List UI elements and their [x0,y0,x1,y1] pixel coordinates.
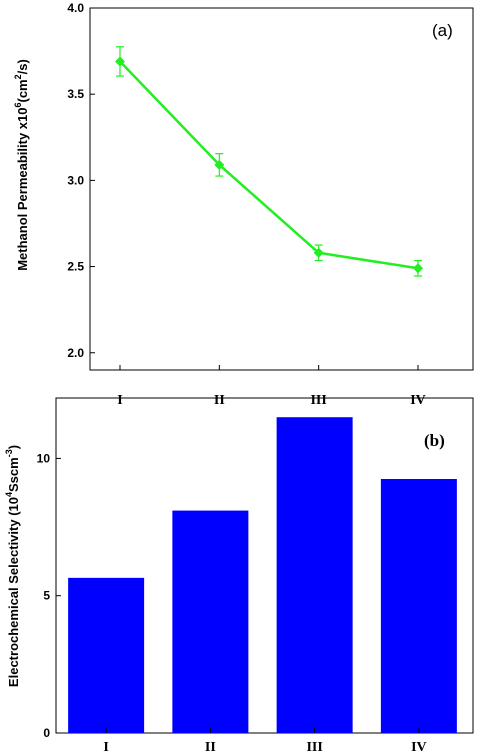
chart-a-y-tick-label: 2.5 [67,260,84,274]
chart-a-series-line [119,60,419,270]
chart-a-y-tick-label: 3.0 [67,173,84,187]
chart-b-y-tick-label: 5 [43,589,50,603]
chart-a-x-tick-label: II [214,393,225,408]
chart-a-point [115,56,125,67]
chart-b-bar [380,479,457,733]
chart-b-y-tick-label: 10 [37,451,51,465]
chart-b-panel-label: (b) [424,431,445,450]
chart-b-frame [55,397,474,734]
chart-a-x-tick-label: III [310,393,326,408]
chart-b-x-tick-label: II [205,740,216,755]
chart-b-bar [68,577,145,733]
chart-b-bar [172,510,249,733]
chart-b-x-tick-label: I [103,740,108,755]
chart-a-y-ticks: 2.0 2.5 3.0 3.5 4.0 [67,1,95,360]
chart-a-y-axis-label: Methanol Permeability x106(cm2/s) [13,59,30,271]
chart-a-point [214,159,225,170]
chart-b-bar [276,417,353,733]
chart-a-error-bars [116,46,422,277]
chart-b-y-axis-label: Electrochemical Selectivity (104Sscm-3) [4,445,21,687]
chart-b-x-tick-label: III [306,740,322,755]
chart-a-points [115,56,423,274]
chart-a-y-tick-label: 4.0 [67,1,84,15]
chart-b-bars [68,417,457,733]
chart-b-y-ticks: 0 5 10 [37,451,61,740]
chart-a-frame [89,7,474,371]
chart-b-x-ticks: I II III IV [103,728,427,755]
chart-b-y-tick-label: 0 [43,726,50,740]
chart-a-x-ticks: I II III IV [117,365,426,408]
chart-a-x-tick-label: I [117,393,122,408]
chart-a-y-tick-label: 3.5 [67,87,84,101]
chart-a-y-tick-label: 2.0 [67,346,84,360]
chart-a-panel-label: (a) [432,21,453,40]
chart-b-x-tick-label: IV [411,740,427,755]
chart-a-x-tick-label: IV [410,393,426,408]
chart-a-point [413,263,423,274]
chart-a: 2.02.53.03.54.0 I II III IV (a) Methanol Pe… [13,1,474,408]
chart-a-point [313,247,324,258]
